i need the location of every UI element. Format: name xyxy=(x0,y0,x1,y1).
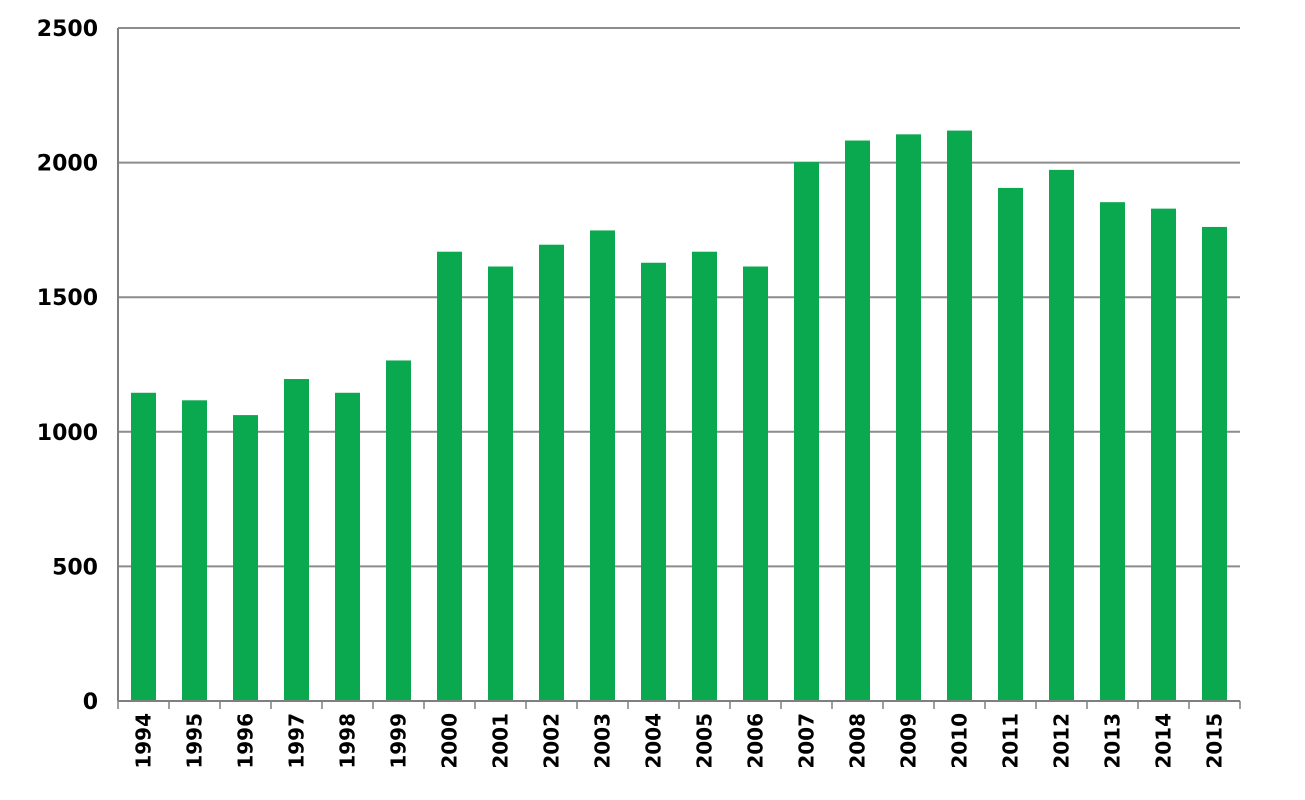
y-tick-label: 500 xyxy=(52,555,98,580)
bar-2012 xyxy=(1049,169,1074,701)
bar-1996 xyxy=(233,415,258,701)
x-tick-label-1994: 1994 xyxy=(132,713,156,769)
x-tick-label-1997: 1997 xyxy=(285,713,309,769)
bar-2009 xyxy=(896,134,921,702)
bar-2011 xyxy=(998,187,1023,702)
bar-1997 xyxy=(284,379,309,701)
x-tick-label-2008: 2008 xyxy=(846,713,870,769)
x-tick-label-1996: 1996 xyxy=(234,713,258,769)
x-tick-label-2014: 2014 xyxy=(1152,713,1176,769)
bar-2005 xyxy=(692,251,717,701)
bar-1998 xyxy=(335,392,360,701)
bars xyxy=(131,130,1227,702)
x-tick-label-1998: 1998 xyxy=(336,713,360,769)
x-tick-label-2012: 2012 xyxy=(1050,713,1074,769)
bar-2004 xyxy=(641,262,666,701)
x-tick-label-2013: 2013 xyxy=(1101,713,1125,769)
x-tick-label-2002: 2002 xyxy=(540,713,564,769)
x-tick-label-1995: 1995 xyxy=(183,713,207,769)
bar-1995 xyxy=(182,400,207,701)
y-tick-label: 1000 xyxy=(37,421,98,446)
x-axis-tick-labels: 1994 1995 1996 1997 1998 1999 2000 2001 2002 2003… xyxy=(132,713,1227,769)
x-tick-label-2007: 2007 xyxy=(795,713,819,769)
x-tick-label-1999: 1999 xyxy=(387,713,411,769)
y-tick-label: 1500 xyxy=(37,286,98,311)
x-tick-label-2005: 2005 xyxy=(693,713,717,769)
bar-2001 xyxy=(488,266,513,701)
x-tick-label-2009: 2009 xyxy=(897,713,921,769)
y-tick-label: 2500 xyxy=(37,17,98,42)
x-tick-label-2003: 2003 xyxy=(591,713,615,769)
bar-2015 xyxy=(1202,226,1227,702)
bar-1994 xyxy=(131,392,156,701)
x-tick-label-2001: 2001 xyxy=(489,713,513,769)
bar-2008 xyxy=(845,140,870,701)
bar-2010 xyxy=(947,130,972,702)
x-tick-label-2000: 2000 xyxy=(438,713,462,769)
x-tick-label-2011: 2011 xyxy=(999,713,1023,769)
x-tick-label-2004: 2004 xyxy=(642,713,666,769)
y-axis-tick-labels: 0 500 1000 1500 2000 2500 xyxy=(37,17,98,715)
bar-2003 xyxy=(590,230,615,701)
bar-2014 xyxy=(1151,208,1176,702)
bar-2013 xyxy=(1100,202,1125,701)
y-tick-label: 2000 xyxy=(37,152,98,177)
bar-1999 xyxy=(386,360,411,701)
bar-2006 xyxy=(743,266,768,701)
axes xyxy=(117,28,1241,709)
x-tick-label-2010: 2010 xyxy=(948,713,972,769)
x-tick-label-2006: 2006 xyxy=(744,713,768,769)
y-tick-label: 0 xyxy=(83,690,98,715)
bar-2002 xyxy=(539,244,564,701)
x-tick-label-2015: 2015 xyxy=(1203,713,1227,769)
bar-2000 xyxy=(437,251,462,701)
bar-2007 xyxy=(794,162,819,702)
